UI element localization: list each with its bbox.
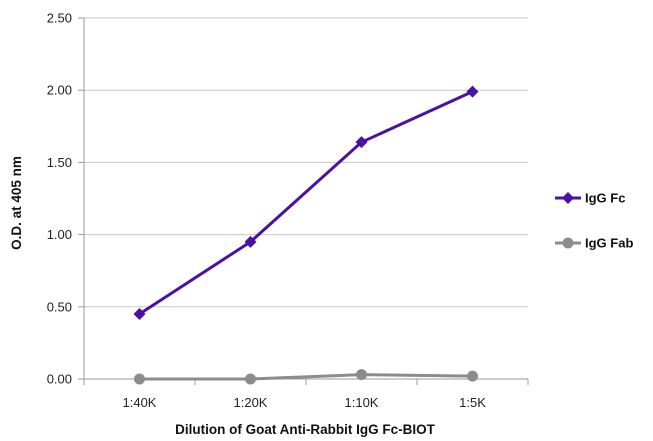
legend-item: IgG Fab <box>555 236 633 251</box>
x-tick-label: 1:20K <box>234 395 268 410</box>
data-point <box>133 308 146 321</box>
series-line <box>138 90 474 316</box>
series-line <box>139 373 473 381</box>
x-axis-title: Dilution of Goat Anti-Rabbit IgG Fc-BIOT <box>175 422 435 437</box>
data-point <box>356 369 367 381</box>
y-axis: 0.00 0.50 1.00 1.50 2.00 2.50 <box>47 11 85 387</box>
data-point <box>466 85 479 98</box>
data-point <box>245 373 256 385</box>
y-tick-label: 1.50 <box>47 155 72 170</box>
series-igg-fab <box>134 369 478 385</box>
legend-swatch-marker <box>562 237 574 249</box>
legend-label: IgG Fab <box>585 236 633 251</box>
data-point <box>355 136 368 149</box>
x-tick-label: 1:5K <box>459 395 486 410</box>
y-tick-label: 2.00 <box>47 83 72 98</box>
legend-label: IgG Fc <box>585 191 625 206</box>
gridlines <box>84 17 528 308</box>
legend: IgG Fc IgG Fab <box>555 191 633 251</box>
y-axis-title: O.D. at 405 nm <box>9 156 24 250</box>
data-point <box>467 370 478 382</box>
y-tick-label: 0.50 <box>47 299 72 314</box>
x-axis: 1:40K 1:20K 1:10K 1:5K <box>83 378 529 410</box>
x-tick-label: 1:40K <box>123 395 157 410</box>
y-tick-label: 0.00 <box>47 372 72 387</box>
data-point <box>134 373 145 385</box>
x-tick-label: 1:10K <box>345 395 379 410</box>
y-tick-label: 2.50 <box>47 11 72 26</box>
legend-swatch-marker <box>562 192 574 204</box>
legend-item: IgG Fc <box>555 191 625 206</box>
y-tick-label: 1.00 <box>47 227 72 242</box>
data-point <box>244 235 257 248</box>
series-layer <box>133 85 479 385</box>
series-igg-fc <box>133 85 479 321</box>
